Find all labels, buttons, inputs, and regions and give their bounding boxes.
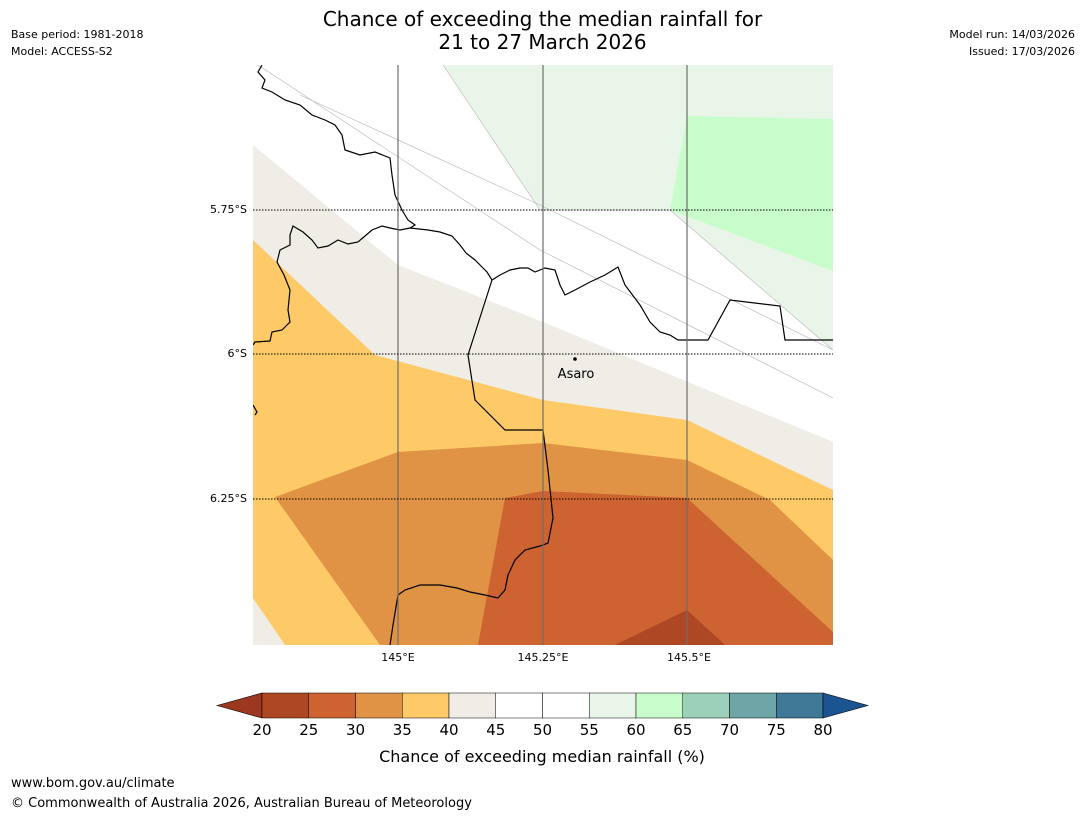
colorbar-segment [308,692,356,719]
footer-copyright: © Commonwealth of Australia 2026, Austra… [11,796,472,811]
title-line-2: 21 to 27 March 2026 [438,30,647,54]
asaro-label: Asaro [558,367,595,382]
band-40-45-corner [253,598,285,645]
colorbar-tick-label: 30 [346,721,365,739]
colorbar-tick-label: 70 [720,721,739,739]
band-25-30 [478,491,833,645]
asaro-marker [573,357,577,361]
colorbar-segment [355,692,403,719]
colorbar-tick-label: 20 [252,721,271,739]
colorbar-title: Chance of exceeding median rainfall (%) [379,747,705,766]
colorbar-tick-label: 65 [673,721,692,739]
lon-label-145-5: 145.5°E [667,651,711,664]
band-20-25 [615,610,725,645]
colorbar-segment [261,692,309,719]
lat-label-6: 6°S [228,347,247,360]
colorbar: 20 25 30 35 40 45 50 55 60 65 70 75 80 [215,692,870,739]
title-line-1: Chance of exceeding the median rainfall … [322,7,763,31]
colorbar-segment [589,692,637,719]
lon-label-145: 145°E [381,651,414,664]
colorbar-tick-label: 75 [767,721,786,739]
lat-axis: 5.75°S 6°S 6.25°S [210,203,247,505]
colorbar-segment [776,692,824,719]
colorbar-tick-label: 60 [626,721,645,739]
footer-url[interactable]: www.bom.gov.au/climate [11,776,175,791]
issued-date: Issued: 17/03/2026 [968,45,1075,58]
map-area: Asaro [253,65,833,645]
meridian-lines [397,65,688,645]
colorbar-segment [495,692,543,719]
colorbar-segment [635,692,683,719]
lat-label-6-25: 6.25°S [210,492,247,505]
lat-label-5-75: 5.75°S [210,203,247,216]
footer: www.bom.gov.au/climate © Commonwealth of… [11,774,472,814]
model-name: Model: ACCESS-S2 [11,45,113,58]
colorbar-segment [682,692,730,719]
colorbar-tick-label: 40 [439,721,458,739]
lon-axis: 145°E 145.25°E 145.5°E [381,651,711,664]
colorbar-tick-label: 45 [486,721,505,739]
band-60-65 [670,116,833,271]
coastline [253,65,833,645]
lon-label-145-25: 145.25°E [518,651,569,664]
colorbar-tick-label: 25 [299,721,318,739]
colorbar-tick-label: 80 [813,721,832,739]
colorbar-segment [448,692,496,719]
colorbar-segment [542,692,590,719]
colorbar-tick-label: 35 [393,721,412,739]
colorbar-tick-label: 50 [533,721,552,739]
meta-left: Base period: 1981-2018 Model: ACCESS-S2 [11,26,143,60]
base-period: Base period: 1981-2018 [11,28,144,41]
model-run: Model run: 14/03/2026 [949,28,1075,41]
colorbar-over-triangle [822,692,870,719]
page-title: Chance of exceeding the median rainfall … [0,8,1085,54]
meta-right: Model run: 14/03/2026 Issued: 17/03/2026 [949,26,1075,60]
colorbar-under-triangle [215,692,263,719]
colorbar-segment [402,692,450,719]
parallel-lines [253,209,833,500]
colorbar-tick-label: 55 [580,721,599,739]
colorbar-segment [729,692,777,719]
